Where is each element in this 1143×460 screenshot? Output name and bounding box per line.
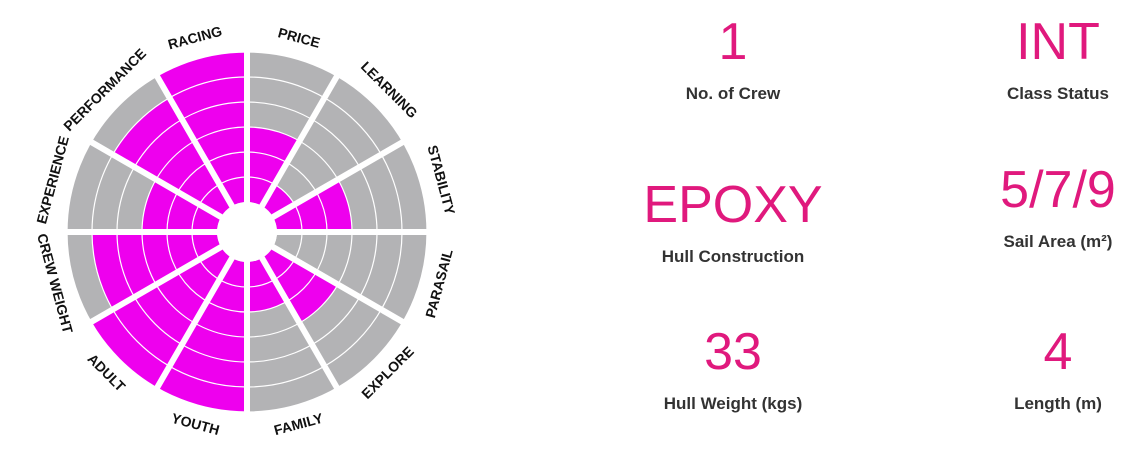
- category-label: PARASAIL: [422, 247, 456, 320]
- stat-label: No. of Crew: [685, 84, 781, 103]
- stat: 5/7/9 Sail Area (m²): [908, 160, 1143, 252]
- sector: [91, 247, 233, 388]
- stat-value: 1: [718, 13, 748, 71]
- sector-gap: [258, 254, 341, 392]
- category-label: FAMILY: [272, 410, 325, 439]
- hub: [217, 202, 277, 262]
- sector: [247, 127, 300, 207]
- sector: [157, 257, 247, 412]
- category-label: STABILITY: [424, 143, 458, 217]
- stat-value: EPOXY: [643, 176, 823, 234]
- stat-label: Sail Area (m²): [1003, 232, 1113, 251]
- stat-value: INT: [1016, 13, 1100, 71]
- stat-label: Class Status: [1006, 84, 1110, 103]
- chart: PRICELEARNINGSTABILITYPARASAILEXPLOREFAM…: [33, 23, 458, 439]
- stat-label: Length (m): [1014, 394, 1102, 413]
- category-label: YOUTH: [170, 410, 221, 438]
- sector-background: [272, 232, 427, 322]
- stat-value: 33: [704, 323, 762, 381]
- stat-value: 5/7/9: [1000, 161, 1116, 219]
- category-label: PRICE: [276, 24, 321, 51]
- sector: [262, 247, 338, 323]
- sector: [157, 52, 247, 207]
- sector: [142, 179, 222, 232]
- category-label: EXPERIENCE: [33, 134, 72, 225]
- sector-gap: [153, 72, 236, 210]
- stat: EPOXY Hull Construction: [583, 175, 883, 267]
- sector-gap: [269, 138, 407, 221]
- sector: [272, 179, 352, 232]
- stat-value: 4: [1043, 323, 1073, 381]
- category-label: RACING: [166, 23, 224, 53]
- stat: 4 Length (m): [908, 322, 1143, 414]
- sector-gap: [269, 243, 407, 326]
- sector: [92, 232, 222, 310]
- stat-label: Hull Construction: [661, 247, 805, 266]
- sector-gap: [87, 243, 225, 326]
- stat: INT Class Status: [908, 12, 1143, 104]
- sector-gap: [153, 254, 236, 392]
- stat-label: Hull Weight (kgs): [663, 394, 803, 413]
- sector-gap: [87, 138, 225, 221]
- stat: 33 Hull Weight (kgs): [583, 322, 883, 414]
- stat: 1 No. of Crew: [583, 12, 883, 104]
- sector-background: [262, 76, 403, 218]
- sector: [247, 257, 287, 312]
- sector-gap: [258, 72, 341, 210]
